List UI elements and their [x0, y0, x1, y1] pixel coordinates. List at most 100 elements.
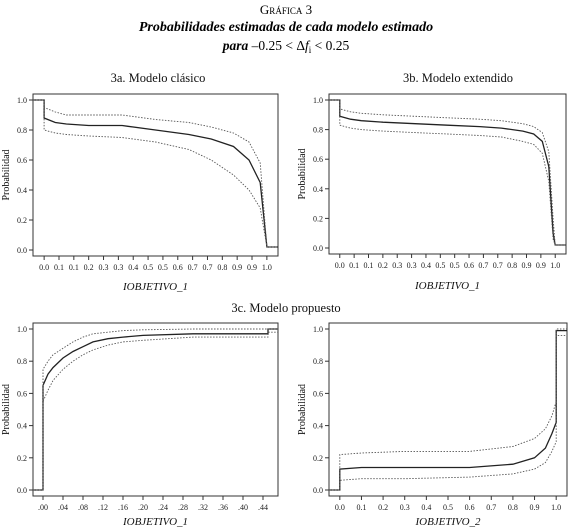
condition-sub: i [309, 45, 312, 55]
figure-condition: para –0.25 < Δfi < 0.25 [222, 38, 350, 55]
series-line-estimate [33, 328, 278, 491]
x-tick-label: .20 [138, 503, 148, 512]
plot-frame [328, 322, 568, 497]
x-tick-label: 0.8 [507, 261, 517, 270]
series-line-bound [33, 331, 278, 491]
figure-subtitle: Probabilidades estimadas de cada modelo … [139, 20, 433, 35]
x-tick-label: 0.7 [486, 503, 496, 512]
x-tick-label: 0.2 [378, 261, 388, 270]
chart-panel-3b: 3b. Modelo extendido 0.0 0.2 0.4 0.6 0.8 1.0 Pr… [297, 71, 567, 292]
x-tick-label: 0.9 [530, 503, 540, 512]
y-tick-label: 1.0 [313, 325, 323, 334]
x-tick-label: .36 [218, 503, 228, 512]
y-tick-label: 0.2 [313, 454, 323, 463]
figure-label-word: Gráfica [260, 2, 303, 17]
x-tick-label: 1.0 [550, 261, 560, 270]
y-tick-label: 1.0 [313, 96, 323, 105]
y-tick-label: 0.2 [17, 454, 27, 463]
y-axis-label: Probabilidad [1, 149, 12, 200]
y-tick-label: 0.8 [17, 126, 27, 135]
condition-range-start: –0.25 < Δ [248, 38, 305, 53]
x-tick-label: 0.0 [39, 263, 49, 272]
y-tick-label: 0.2 [313, 214, 323, 223]
y-tick-label: 0.2 [17, 216, 27, 225]
y-tick-label: 0.0 [313, 244, 323, 253]
x-tick-label: .24 [158, 503, 168, 512]
x-tick-label: 0.6 [464, 261, 474, 270]
x-tick-label: 0.2 [84, 263, 94, 272]
series-line-bound [329, 334, 567, 491]
x-tick-label: .04 [58, 503, 68, 512]
condition-para: para [222, 38, 249, 53]
x-tick-label: 0.3 [392, 261, 402, 270]
x-tick-label: .28 [178, 503, 188, 512]
series-line-estimate [329, 99, 566, 246]
chart-panel-3c-right: 0.0 0.2 0.4 0.6 0.8 1.0 Probabilidad 0.0 0.1 0.2 0… [297, 322, 568, 528]
y-tick-label: 0.0 [313, 486, 323, 495]
y-tick-label: 0.0 [17, 486, 27, 495]
x-tick-label: 0.0 [335, 503, 345, 512]
series-line-bound [329, 99, 566, 246]
y-axis-label: Probabilidad [1, 384, 12, 435]
panel-title: 3b. Modelo extendido [403, 71, 513, 85]
plot-frame [32, 93, 279, 257]
x-tick-label: 0.5 [143, 263, 153, 272]
x-axis-label: IOBJETIVO_1 [122, 281, 188, 293]
y-tick-label: 0.8 [313, 357, 323, 366]
x-tick-label: 0.3 [113, 263, 123, 272]
x-tick-label: 0.1 [356, 503, 366, 512]
y-tick-label: 0.6 [17, 389, 27, 398]
chart-panel-3c-left: 0.0 0.2 0.4 0.6 0.8 1.0 Probabilidad .00 .04 .08.… [1, 322, 279, 528]
x-tick-label: 0.5 [435, 261, 445, 270]
figure-label: Gráfica 3 [260, 2, 312, 17]
x-tick-label: 0.5 [443, 503, 453, 512]
y-tick-label: 0.8 [17, 357, 27, 366]
x-tick-label: 0.1 [54, 263, 64, 272]
panel-title: 3a. Modelo clásico [111, 71, 206, 85]
plot-frame [32, 322, 279, 497]
x-axis-label: IOBJETIVO_2 [414, 516, 481, 528]
y-axis-label: Probabilidad [297, 148, 308, 199]
x-tick-label: 0.6 [465, 503, 475, 512]
x-tick-label: 0.5 [158, 263, 168, 272]
y-axis-label: Probabilidad [297, 384, 308, 435]
x-tick-label: 0.3 [99, 263, 109, 272]
y-tick-label: 1.0 [17, 325, 27, 334]
y-tick-label: 0.4 [313, 185, 323, 194]
y-tick-label: 0.6 [17, 156, 27, 165]
y-tick-label: 0.0 [17, 246, 27, 255]
series-line-bound [329, 99, 566, 246]
section-c-title: 3c. Modelo propuesto [231, 301, 340, 315]
series-line-estimate [329, 329, 567, 491]
x-tick-label: 0.3 [400, 503, 410, 512]
series-line-bound [33, 99, 278, 248]
x-tick-label: 0.7 [493, 261, 503, 270]
x-tick-label: 0.0 [335, 261, 345, 270]
figure-label-number: 3 [306, 2, 313, 17]
y-tick-label: 0.4 [17, 186, 27, 195]
x-tick-label: 0.1 [364, 261, 374, 270]
x-tick-label: 0.7 [202, 263, 212, 272]
x-tick-label: .40 [238, 503, 248, 512]
x-tick-label: 0.9 [247, 263, 257, 272]
x-tick-label: .32 [198, 503, 208, 512]
x-tick-label: 0.7 [188, 263, 198, 272]
x-tick-label: 0.3 [407, 261, 417, 270]
chart-panel-3a: 3a. Modelo clásico 0.0 0.2 0.4 0.6 0.8 1.0 Prob… [1, 71, 279, 293]
x-tick-label: 0.8 [217, 263, 227, 272]
condition-f: f [305, 38, 311, 53]
y-tick-label: 0.8 [313, 126, 323, 135]
x-tick-label: 0.6 [173, 263, 183, 272]
series-line-bound [329, 328, 567, 491]
y-tick-label: 0.6 [313, 389, 323, 398]
y-tick-label: 1.0 [17, 96, 27, 105]
condition-range-end: < 0.25 [311, 38, 349, 53]
series-line-bound [33, 99, 278, 248]
x-tick-label: .08 [78, 503, 88, 512]
x-tick-label: .00 [38, 503, 48, 512]
x-axis-label: IOBJETIVO_1 [414, 280, 480, 292]
x-tick-label: 0.4 [128, 263, 138, 272]
x-tick-label: 0.2 [378, 503, 388, 512]
y-tick-label: 0.4 [17, 422, 27, 431]
